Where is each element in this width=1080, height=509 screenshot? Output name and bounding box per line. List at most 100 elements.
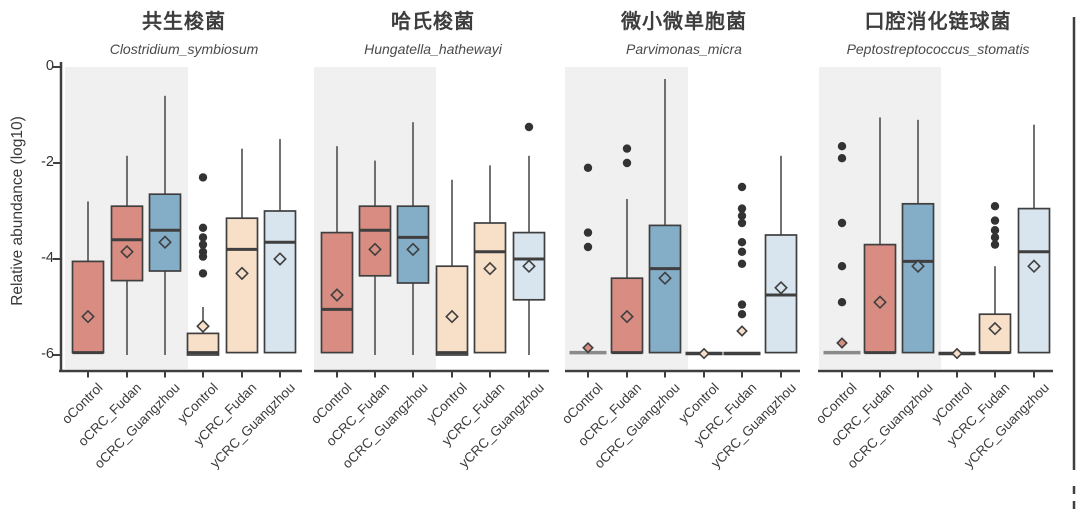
- box-yCRC_Fudan-panel-1: [225, 148, 259, 354]
- outlier-dot: [737, 211, 747, 220]
- outlier-dot: [990, 233, 1000, 242]
- box-yCRC_Fudan-panel-3: [723, 182, 761, 356]
- box-rect: [1017, 207, 1051, 354]
- box-rect: [263, 210, 297, 354]
- outlier-dot: [737, 204, 747, 213]
- outlier-dot: [198, 269, 208, 278]
- mean-diamond: [522, 259, 536, 274]
- box-yControl-panel-1: [186, 173, 220, 356]
- box-yCRC_Guangzhou-panel-2: [512, 122, 546, 355]
- box-oCRC_Fudan-panel-1: [110, 155, 144, 355]
- mean-diamond: [774, 280, 788, 295]
- outlier-dot: [198, 233, 208, 242]
- outlier-dot: [837, 142, 847, 151]
- box-rect: [358, 205, 392, 277]
- outlier-dot: [990, 226, 1000, 235]
- y-tick-label: -6: [41, 346, 54, 362]
- y-tick-label: -4: [41, 250, 54, 266]
- mean-diamond: [483, 261, 497, 276]
- mean-diamond: [368, 242, 382, 257]
- mean-diamond: [235, 266, 249, 281]
- outlier-dot: [524, 122, 534, 132]
- mean-diamond: [736, 325, 748, 337]
- outlier-dot: [990, 216, 1000, 225]
- panel-title-4: 口腔消化链球菌: [864, 11, 1012, 33]
- box-oCRC_Guangzhou-panel-4: [901, 119, 935, 354]
- box-rect: [71, 260, 105, 354]
- panel-species-2: Hungatella_hathewayi: [364, 41, 502, 57]
- outlier-dot: [737, 259, 747, 268]
- outlier-dot: [198, 240, 208, 249]
- mean-diamond: [273, 252, 287, 266]
- box-yCRC_Guangzhou-panel-3: [764, 155, 798, 354]
- box-yCRC_Fudan-panel-4: [978, 202, 1012, 355]
- mean-diamond: [120, 244, 134, 259]
- box-oControl-panel-1: [71, 201, 105, 355]
- panel-title-2: 哈氏梭菌: [391, 11, 475, 33]
- mean-diamond: [330, 288, 344, 302]
- y-tick-label: 0: [45, 58, 54, 74]
- outlier-dot: [583, 242, 593, 252]
- box-oControl-panel-3: [569, 163, 607, 355]
- outlier-dot: [837, 154, 847, 163]
- outlier-dot: [837, 218, 847, 228]
- mean-diamond: [582, 341, 594, 354]
- box-rect: [148, 193, 182, 272]
- outlier-dot: [737, 300, 747, 309]
- box-oCRC_Fudan-panel-2: [358, 160, 392, 355]
- panel-species-1: Clostridium_symbiosum: [109, 41, 259, 57]
- outlier-dot: [622, 144, 632, 153]
- mean-diamond: [158, 235, 172, 250]
- box-oCRC_Fudan-panel-4: [863, 117, 897, 355]
- box-oControl-panel-2: [320, 146, 354, 354]
- box-rect: [225, 217, 259, 354]
- mean-diamond: [988, 321, 1002, 336]
- outlier-dot: [990, 202, 1000, 211]
- box-yControl-panel-4: [938, 347, 976, 360]
- box-oCRC_Guangzhou-panel-1: [148, 95, 182, 355]
- box-oCRC_Fudan-panel-3: [610, 144, 644, 355]
- box-rect: [110, 205, 144, 282]
- mean-diamond: [951, 347, 963, 360]
- box-rect: [320, 231, 354, 354]
- panel-title-3: 微小微单胞菌: [621, 11, 747, 33]
- outlier-dot: [622, 158, 632, 168]
- mean-diamond: [445, 309, 459, 324]
- mean-diamond: [81, 309, 95, 324]
- mean-diamond: [698, 347, 710, 360]
- box-rect: [186, 332, 220, 356]
- outlier-dot: [737, 310, 747, 319]
- outlier-dot: [990, 240, 1000, 249]
- outlier-dot: [198, 173, 208, 182]
- outlier-dot: [837, 262, 847, 271]
- mean-diamond: [658, 271, 672, 286]
- box-rect: [648, 224, 682, 354]
- box-yCRC_Guangzhou-panel-1: [263, 139, 297, 354]
- mean-diamond: [406, 242, 420, 257]
- panel-title-1: 共生梭菌: [142, 11, 226, 33]
- box-rect: [473, 222, 507, 354]
- panel-species-4: Peptostreptococcus_stomatis: [846, 41, 1030, 57]
- box-yControl-panel-3: [685, 347, 723, 360]
- mean-diamond: [620, 309, 634, 324]
- box-rect: [901, 202, 935, 354]
- outlier-dot: [737, 247, 747, 256]
- box-oCRC_Guangzhou-panel-3: [648, 79, 682, 354]
- panel-species-3: Parvimonas_micra: [626, 41, 742, 57]
- box-oCRC_Guangzhou-panel-2: [396, 122, 430, 355]
- mean-diamond: [196, 319, 210, 334]
- box-yControl-panel-2: [435, 179, 469, 356]
- box-yCRC_Guangzhou-panel-4: [1017, 124, 1051, 354]
- outlier-dot: [737, 182, 747, 192]
- y-tick-label: -2: [41, 154, 54, 170]
- outlier-dot: [583, 163, 593, 172]
- mean-diamond: [911, 259, 925, 274]
- outlier-dot: [198, 252, 208, 261]
- outlier-dot: [737, 238, 747, 247]
- box-yCRC_Fudan-panel-2: [473, 165, 507, 354]
- outlier-dot: [583, 228, 593, 237]
- mean-diamond: [873, 295, 887, 310]
- outlier-dot: [837, 298, 847, 307]
